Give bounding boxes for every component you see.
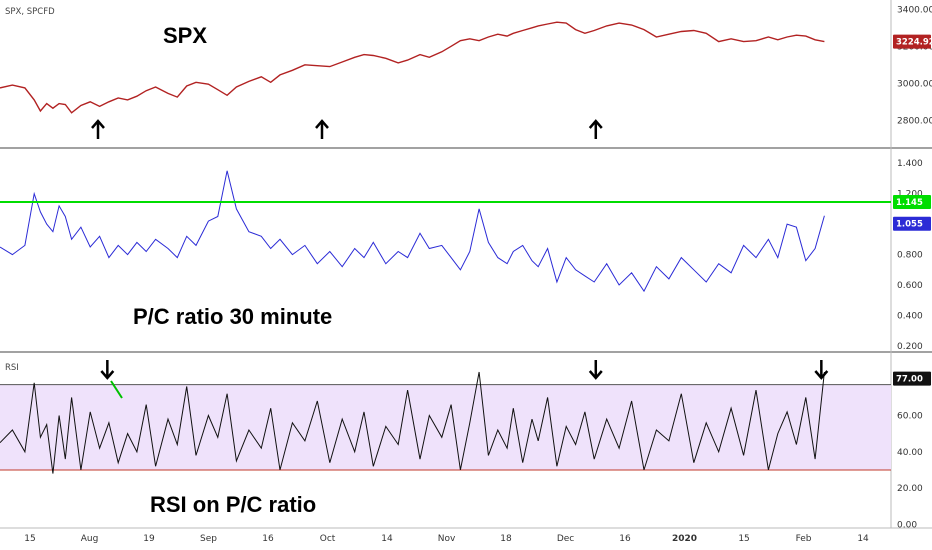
spx-last-value-badge-text: 3224.92	[896, 38, 932, 48]
rsi-last-value-badge-bg	[893, 371, 931, 386]
threshold-value-badge-bg	[893, 195, 931, 210]
spx-last-value-badge-bg	[893, 34, 931, 49]
x-tick-label: Aug	[81, 534, 99, 544]
x-tick-label: Nov	[438, 534, 456, 544]
y-tick-label: 1.400	[897, 159, 923, 169]
y-tick-label: 0.400	[897, 311, 923, 321]
x-tick-label: 16	[262, 534, 274, 544]
rsi-series-line	[0, 371, 825, 474]
x-tick-label: Dec	[557, 534, 574, 544]
x-tick-label: 14	[857, 534, 869, 544]
x-tick-label: 14	[381, 534, 393, 544]
x-tick-label: 2020	[672, 534, 697, 544]
x-axis-ticks: 15 Aug 19 Sep 16 Oct 14 Nov 18 Dec 16 2020 15 Feb 14	[24, 534, 869, 544]
rsi-band	[0, 384, 891, 470]
y-axis-ticks: 3400.003200.003000.002800.001.4001.2001.…	[897, 5, 932, 530]
rsi-annotation: RSI on P/C ratio	[150, 492, 316, 517]
pc-ratio-series-line	[0, 170, 825, 293]
x-tick-label: 15	[24, 534, 35, 544]
y-tick-label: 3000.00	[897, 79, 932, 89]
value-badges: 3224.92 1.145 1.055 77.00	[893, 34, 932, 386]
spx-series-line	[0, 21, 825, 114]
y-tick-label: 1.200	[897, 190, 923, 200]
arrow-down-icon	[100, 360, 115, 380]
x-tick-label: 19	[143, 534, 155, 544]
y-tick-label: 20.00	[897, 484, 923, 494]
arrows-group	[91, 119, 829, 380]
x-tick-label: 18	[500, 534, 512, 544]
spx-annotation: SPX	[163, 23, 207, 48]
spx-symbol-label: SPX, SPCFD	[5, 7, 55, 17]
y-tick-label: 0.600	[897, 281, 923, 291]
y-tick-label: 2800.00	[897, 116, 932, 126]
pc-ratio-annotation: P/C ratio 30 minute	[133, 304, 332, 329]
arrow-up-icon	[588, 119, 603, 139]
arrow-down-icon	[814, 360, 829, 380]
x-tick-label: 15	[738, 534, 749, 544]
x-tick-label: Sep	[200, 534, 217, 544]
y-tick-label: 60.00	[897, 412, 923, 422]
rsi-pane-label: RSI	[5, 363, 19, 373]
y-tick-label: 40.00	[897, 448, 923, 458]
arrow-down-icon	[588, 360, 603, 380]
y-tick-label: 3400.00	[897, 5, 932, 15]
pc-last-value-badge-text: 1.055	[896, 220, 923, 230]
arrow-up-icon	[91, 119, 105, 139]
rsi-last-value-badge-text: 77.00	[896, 375, 923, 385]
x-tick-label: Feb	[796, 534, 812, 544]
threshold-value-badge-text: 1.145	[896, 198, 923, 208]
x-tick-label: 16	[619, 534, 631, 544]
rsi-divergence-line	[110, 380, 123, 399]
y-tick-label: 0.200	[897, 342, 923, 352]
y-tick-label: 0.00	[897, 520, 917, 530]
x-tick-label: Oct	[320, 534, 336, 544]
y-tick-label: 0.800	[897, 251, 923, 261]
pc-last-value-badge-bg	[893, 216, 931, 231]
arrow-up-icon	[315, 119, 329, 139]
